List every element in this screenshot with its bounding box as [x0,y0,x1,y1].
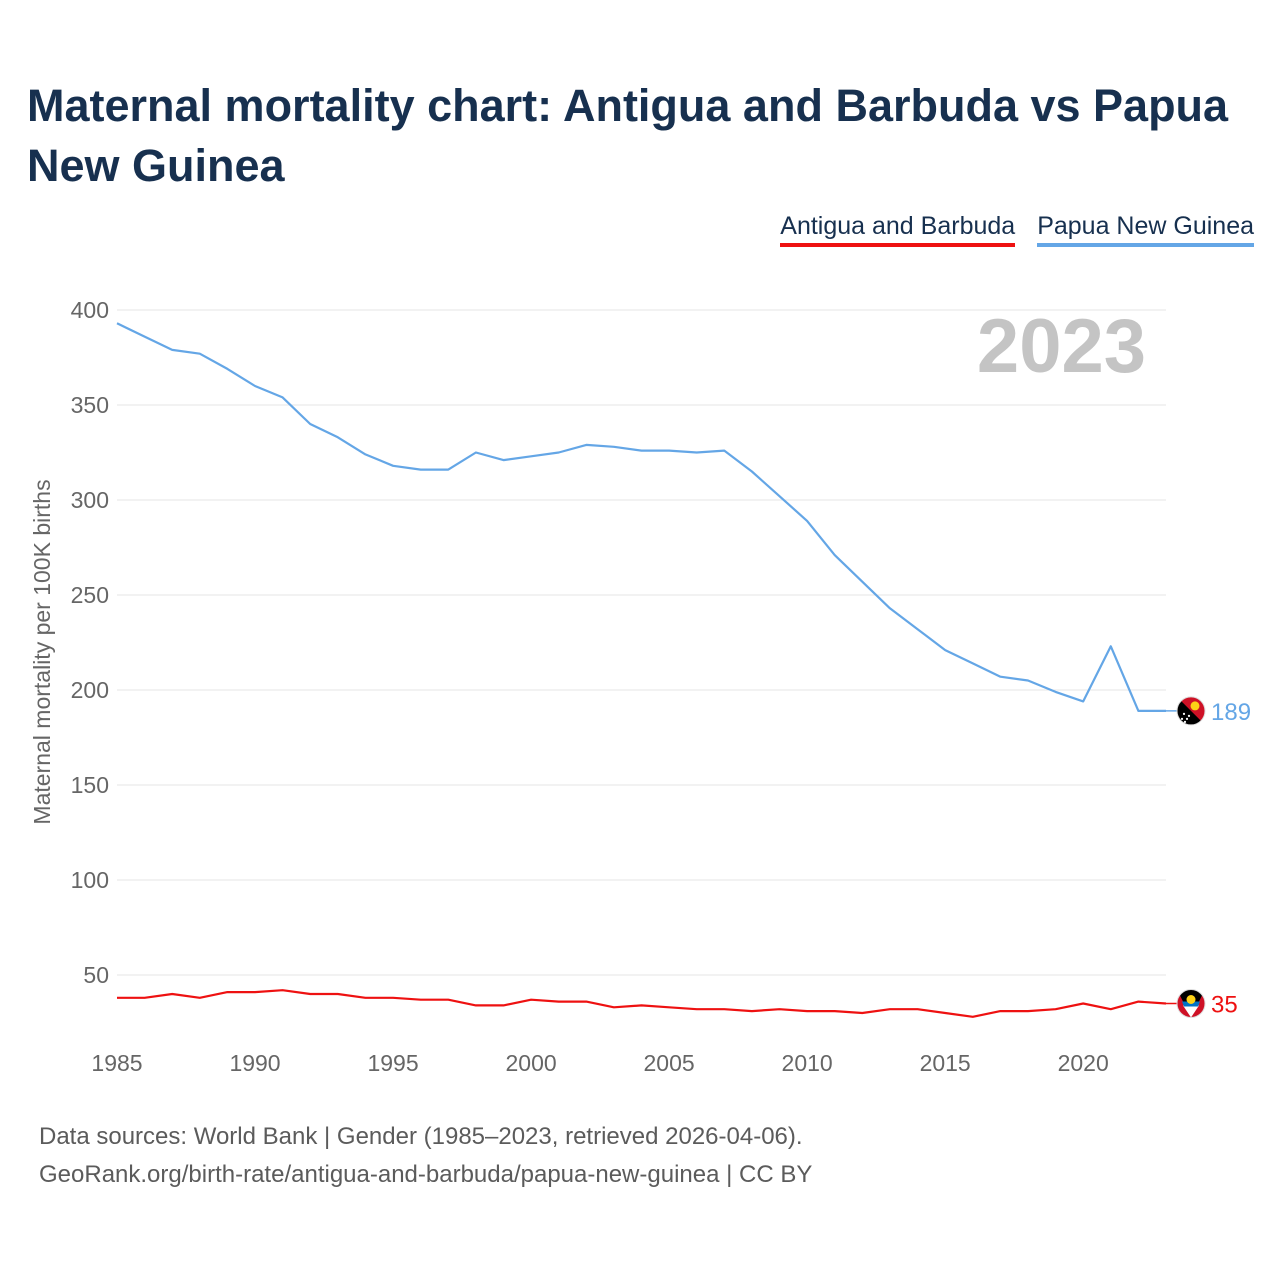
legend-item-papua-new-guinea[interactable]: Papua New Guinea [1037,212,1254,247]
x-tick-label-2020: 2020 [1058,1050,1109,1076]
papua-new-guinea-flag-icon [1176,696,1206,726]
x-tick-label-2000: 2000 [505,1050,556,1076]
y-tick-label-300: 300 [71,487,109,513]
source-url-note: GeoRank.org/birth-rate/antigua-and-barbu… [39,1161,813,1188]
y-axis-label: Maternal mortality per 100K births [29,479,55,824]
legend: Antigua and Barbuda Papua New Guinea [780,212,1254,247]
x-tick-label-2010: 2010 [782,1050,833,1076]
y-tick-label-150: 150 [71,772,109,798]
x-tick-label-2005: 2005 [644,1050,695,1076]
y-tick-label-350: 350 [71,392,109,418]
end-value-label-papua-new-guinea: 189 [1211,699,1251,726]
footer: Data sources: World Bank | Gender (1985–… [39,1118,812,1194]
x-tick-label-1995: 1995 [367,1050,418,1076]
x-tick-label-1990: 1990 [229,1050,280,1076]
y-tick-label-50: 50 [83,962,109,988]
year-watermark: 2023 [977,304,1146,389]
x-tick-label-2015: 2015 [920,1050,971,1076]
data-source-note: Data sources: World Bank | Gender (1985–… [39,1123,803,1150]
legend-item-antigua-and-barbuda[interactable]: Antigua and Barbuda [780,212,1016,247]
y-tick-label-250: 250 [71,582,109,608]
series-line-antigua-and-barbuda [117,989,1167,1018]
x-tick-label-1985: 1985 [91,1050,142,1076]
line-chart: 50 100 150 200 250 300 350 400 1985 1990 1995 2000 2… [29,297,1251,1076]
y-tick-label-200: 200 [71,677,109,703]
y-tick-label-100: 100 [71,867,109,893]
end-value-label-antigua-and-barbuda: 35 [1211,992,1238,1019]
chart-title: Maternal mortality chart: Antigua and Ba… [27,80,1229,191]
y-tick-label-400: 400 [71,297,109,323]
series-line-papua-new-guinea [116,322,1166,713]
antigua-and-barbuda-flag-icon [1176,989,1206,1018]
